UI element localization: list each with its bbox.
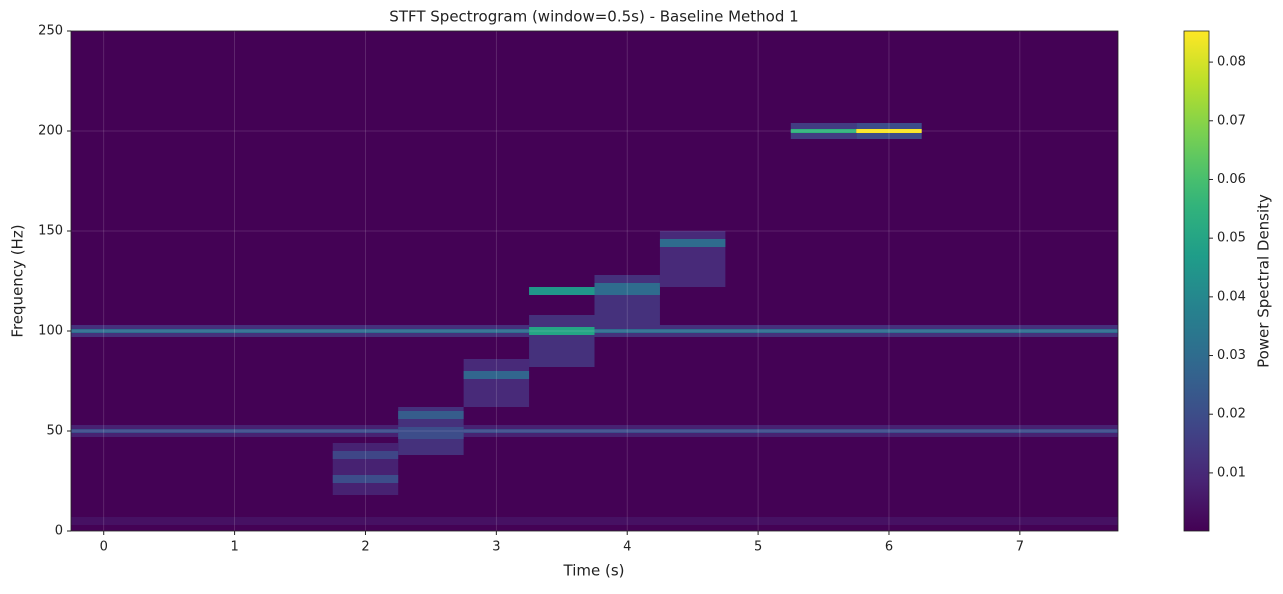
spectrogram-cell — [659, 239, 726, 247]
x-tick-label: 1 — [230, 540, 238, 555]
x-tick-label: 2 — [361, 540, 369, 555]
colorbar-tick-label: 0.06 — [1217, 172, 1246, 187]
x-tick-label: 3 — [492, 540, 500, 555]
colorbar — [1183, 30, 1210, 532]
spectrogram-cell — [463, 359, 530, 407]
x-tick-label: 0 — [100, 540, 108, 555]
colorbar-tick-label: 0.08 — [1217, 55, 1246, 70]
x-tick-label: 7 — [1016, 540, 1024, 555]
spectrogram-cell — [71, 429, 1118, 433]
x-tick-label: 6 — [885, 540, 893, 555]
spectrogram-cell — [529, 315, 595, 367]
spectrogram-cell — [71, 517, 1118, 525]
colorbar-label: Power Spectral Density — [1255, 194, 1273, 368]
y-tick-label: 150 — [38, 224, 63, 239]
colorbar-tick-label: 0.05 — [1217, 231, 1246, 246]
y-tick-label: 250 — [38, 24, 63, 39]
colorbar-tick-label: 0.02 — [1217, 407, 1246, 422]
colorbar-tick-label: 0.07 — [1217, 113, 1246, 128]
spectrogram-cell — [529, 287, 595, 295]
spectrogram-cell — [398, 427, 464, 439]
x-tick-label: 4 — [623, 540, 631, 555]
x-tick-label: 5 — [754, 540, 762, 555]
spectrogram-cell — [398, 411, 464, 419]
plot-frame — [70, 30, 1119, 532]
y-axis-label: Frequency (Hz) — [9, 224, 27, 337]
colorbar-tick-label: 0.04 — [1217, 289, 1246, 304]
spectrogram-cell — [529, 327, 595, 335]
x-axis-label: Time (s) — [563, 562, 625, 580]
y-tick-label: 50 — [46, 424, 63, 439]
y-tick-label: 0 — [55, 524, 63, 539]
spectrogram-cell — [332, 451, 399, 459]
colorbar-tick-label: 0.03 — [1217, 348, 1246, 363]
y-tick-label: 100 — [38, 324, 63, 339]
y-tick-label: 200 — [38, 124, 63, 139]
spectrogram-cell — [790, 129, 857, 133]
chart-title: STFT Spectrogram (window=0.5s) - Baselin… — [389, 8, 798, 26]
spectrogram-cell — [856, 129, 922, 133]
colorbar-tick-label: 0.01 — [1217, 465, 1246, 480]
spectrogram-cell — [594, 283, 660, 295]
spectrogram-cell — [463, 371, 530, 379]
spectrogram-cell — [332, 475, 399, 483]
